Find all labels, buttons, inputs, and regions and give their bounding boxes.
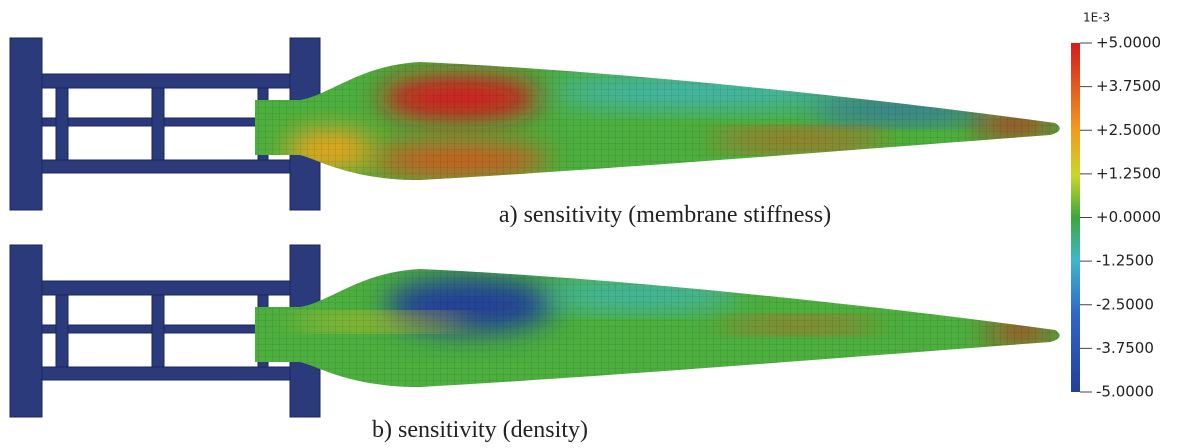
colorbar-tick-label: +5.0000 <box>1096 34 1161 52</box>
blade <box>255 62 1060 180</box>
colorbar-tick-label: -2.5000 <box>1096 295 1154 313</box>
colorbar-tick-label: +3.7500 <box>1096 77 1161 95</box>
colorbar-tick-label: -5.0000 <box>1096 383 1154 401</box>
caption: b) sensitivity (density) <box>372 417 588 443</box>
colorbar-tick-label: -1.2500 <box>1096 252 1154 270</box>
colorbar-tick-label: +0.0000 <box>1096 208 1161 226</box>
colorbar-tick-label: +2.5000 <box>1096 121 1161 139</box>
caption: a) sensitivity (membrane stiffness) <box>499 202 831 228</box>
colorbar-tick-label: -3.7500 <box>1096 339 1154 357</box>
colorbar-unit: 1E-3 <box>1083 11 1110 25</box>
colorbar-tick-label: +1.2500 <box>1096 164 1161 182</box>
colorbar: 1E-3 +5.0000 +3.7500 +2.5000 +1.2500 +0.0000… <box>1071 11 1161 401</box>
colorbar-scale <box>1071 43 1080 392</box>
panel-a: a) sensitivity (membrane stiffness) <box>9 37 1060 228</box>
blade <box>255 269 1060 387</box>
panel-b <box>9 244 1060 418</box>
